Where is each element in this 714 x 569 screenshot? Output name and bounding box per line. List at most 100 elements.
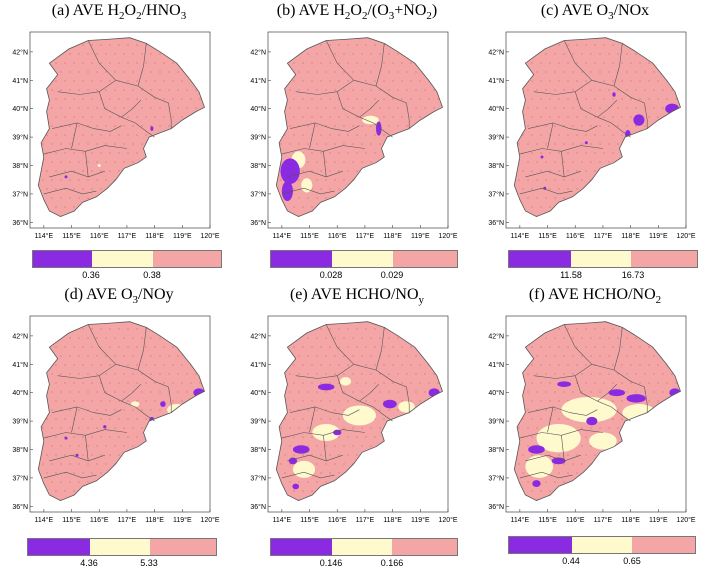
admin-boundary: [547, 406, 554, 433]
admin-boundary: [323, 435, 327, 461]
admin-boundary: [287, 170, 343, 178]
lon-label: 119°E: [173, 516, 192, 524]
mid-ratio-patch: [342, 405, 376, 426]
lon-label: 116°E: [328, 516, 347, 524]
colorbar-mid: [332, 539, 392, 555]
colorbar: [270, 538, 458, 556]
lat-label: 36°N: [12, 219, 28, 227]
lat-label: 39°N: [12, 418, 28, 426]
lat-label: 42°N: [488, 48, 504, 56]
map: 42°N 41°N 40°N 39°N 38°N 37°N 36°N 114°E 115°E 11…: [488, 31, 696, 240]
lat-label: 37°N: [488, 474, 504, 482]
lat-label: 41°N: [12, 361, 28, 369]
lat-label: 37°N: [12, 190, 28, 198]
lon-label: 118°E: [383, 232, 402, 240]
colorbar-high: [631, 251, 697, 267]
lat-label: 38°N: [488, 162, 504, 170]
colorbar: [508, 536, 696, 554]
admin-boundary: [281, 145, 365, 155]
admin-boundary: [644, 386, 648, 413]
admin-boundary: [325, 40, 355, 81]
lat-label: 37°N: [250, 190, 266, 198]
low-ratio-patch: [64, 175, 68, 179]
lon-label: 115°E: [62, 232, 81, 240]
region-border: [275, 321, 443, 502]
low-ratio-patch: [633, 114, 645, 126]
colorbar-mid: [92, 251, 154, 267]
colorbar-low: [271, 251, 333, 267]
lon-label: 119°E: [649, 232, 668, 240]
map: 42°N 41°N 40°N 39°N 38°N 37°N 36°N 114°E 115°E 11…: [12, 315, 220, 524]
colorbar-mid: [332, 251, 393, 267]
low-ratio-patch: [376, 121, 382, 136]
panel-d: (d) AVE O3/NOy 42°N 41°N 40°N 39°N 38°N 37°N 3…: [0, 284, 238, 568]
low-ratio-patch: [608, 389, 626, 397]
mid-ratio-patch: [589, 432, 617, 450]
colorbar: [508, 250, 698, 268]
lat-label: 39°N: [250, 418, 266, 426]
lon-label: 120°E: [200, 516, 219, 524]
panel-c: (c) AVE O3/NOx 42°N 41°N 40°N 39°N 38°N 37°N 3…: [476, 0, 714, 284]
colorbar: [32, 250, 222, 268]
colorbar-low: [509, 537, 573, 553]
tick-high: 0.166: [380, 558, 404, 568]
admin-boundary: [613, 43, 623, 87]
lat-label: 38°N: [250, 162, 266, 170]
mid-ratio-patch: [398, 401, 415, 413]
map: 42°N 41°N 40°N 39°N 38°N 37°N 36°N 114°E 115°E 11…: [250, 315, 458, 524]
colorbar-mid: [90, 539, 151, 555]
tick-high: 0.029: [380, 270, 404, 280]
admin-boundary: [43, 471, 97, 479]
admin-boundary: [359, 400, 393, 422]
lon-label: 117°E: [356, 516, 375, 524]
lat-label: 36°N: [12, 503, 28, 511]
admin-boundary: [52, 122, 122, 132]
admin-boundary: [406, 102, 410, 129]
colorbar-high: [391, 539, 457, 555]
admin-boundary: [290, 122, 360, 132]
lon-label: 117°E: [594, 232, 613, 240]
lon-label: 115°E: [62, 516, 81, 524]
lat-label: 38°N: [488, 446, 504, 454]
low-ratio-patch: [551, 457, 566, 465]
admin-boundary: [528, 122, 598, 132]
lat-label: 38°N: [250, 446, 266, 454]
low-ratio-patch: [280, 158, 300, 184]
admin-boundary: [71, 406, 78, 433]
lon-label: 117°E: [118, 516, 137, 524]
lon-label: 120°E: [676, 232, 695, 240]
lon-label: 119°E: [411, 516, 430, 524]
panel-f: (f) AVE HCHO/NO2 42°N 41°N 40°N 39°N 38°N 37°…: [476, 284, 714, 568]
region-border: [37, 37, 205, 218]
lon-label: 119°E: [411, 232, 430, 240]
colorbar-mid: [572, 537, 632, 553]
lat-label: 40°N: [488, 105, 504, 113]
admin-boundary: [561, 435, 565, 461]
low-ratio-patch: [626, 394, 646, 403]
admin-boundary: [528, 406, 598, 416]
lon-label: 116°E: [328, 232, 347, 240]
low-ratio-patch: [160, 401, 166, 407]
mid-ratio-patch: [340, 377, 352, 386]
mid-ratio-patch: [312, 423, 340, 441]
admin-boundary: [563, 40, 593, 81]
lat-label: 36°N: [250, 503, 266, 511]
lon-label: 118°E: [621, 232, 640, 240]
panel-a: (a) AVE H2O2/HNO3 42°N 41°N 40°N 39°N 38°N 37…: [0, 0, 238, 284]
panel-e: (e) AVE HCHO/NOy 42°N 41°N 40°N 39°N 38°N 37°…: [238, 284, 476, 568]
lat-label: 38°N: [12, 446, 28, 454]
admin-boundary: [87, 324, 117, 365]
lat-label: 40°N: [250, 105, 266, 113]
admin-boundary: [85, 435, 89, 461]
lon-label: 116°E: [90, 516, 109, 524]
lon-label: 114°E: [511, 232, 530, 240]
mid-ratio-patch: [131, 401, 140, 407]
lat-label: 40°N: [488, 389, 504, 397]
map: 42°N 41°N 40°N 39°N 38°N 37°N 36°N 114°E 115°E 11…: [12, 31, 220, 240]
tick-low: 4.36: [80, 558, 98, 568]
lon-label: 118°E: [383, 516, 402, 524]
low-ratio-patch: [150, 126, 154, 131]
lon-label: 114°E: [511, 516, 530, 524]
low-ratio-patch: [317, 383, 335, 391]
low-ratio-patch: [612, 92, 616, 97]
